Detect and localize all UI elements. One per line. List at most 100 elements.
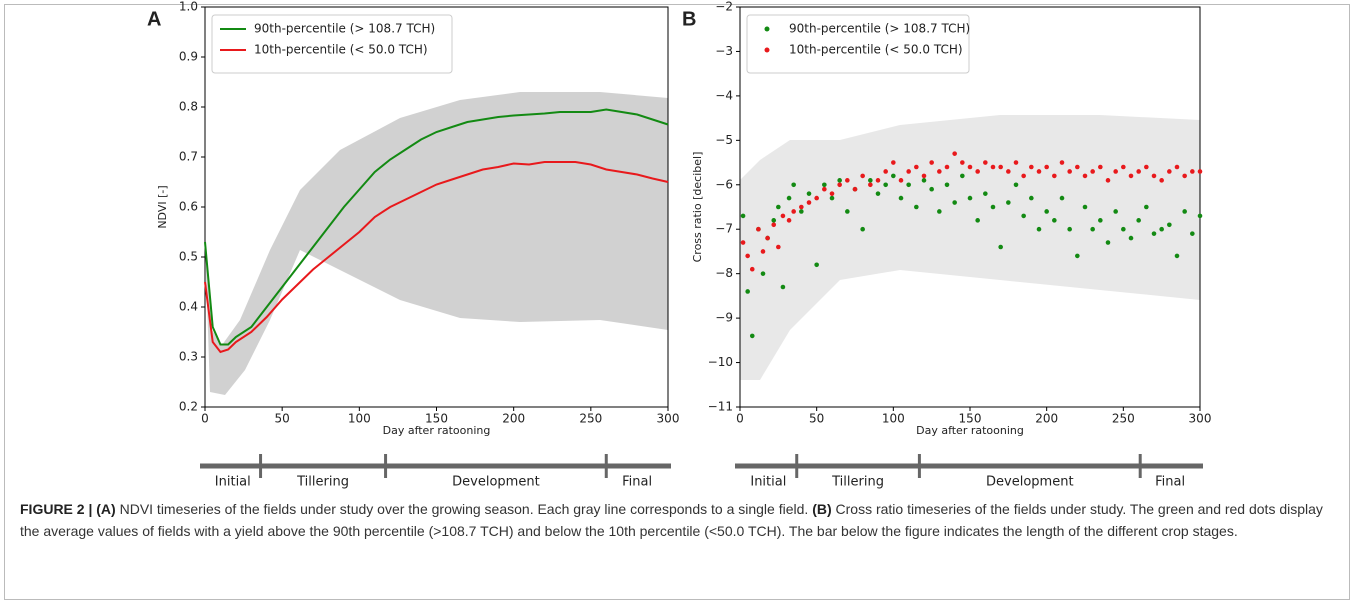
scatter-point [952,151,957,156]
scatter-point [1021,213,1026,219]
plot-frame [204,6,669,408]
scatter-point [814,195,819,201]
scatter-point [1190,169,1195,174]
scatter-point [967,195,973,201]
scatter-point [1021,173,1026,179]
x-tick-label: 200 [1035,412,1058,426]
scatter-point [745,289,750,294]
scatter-point [1059,160,1065,165]
scatter-point [1075,164,1080,170]
y-tick-label: −3 [715,44,733,58]
scatter-point [1006,169,1011,174]
scatter-point [914,164,919,170]
scatter-point [845,178,850,183]
y-tick-label: −5 [715,133,733,147]
scatter-point [990,204,996,210]
y-tick-label: −2 [715,0,733,14]
scatter-point [952,200,957,205]
scatter-point [883,169,888,174]
y-tick-label: −11 [708,400,733,414]
scatter-point [1006,200,1011,205]
scatter-point [837,182,842,188]
scatter-point [1067,169,1072,174]
legend-label: 90th-percentile (> 108.7 TCH) [789,22,970,36]
scatter-point [1128,173,1134,179]
y-tick-label: 0.3 [179,350,198,364]
scatter-point [1144,204,1149,210]
scatter-point [756,226,761,232]
field-lines-background [205,92,668,395]
y-tick-label: 0.6 [179,200,198,214]
scatter-point [875,178,881,183]
scatter-point [906,182,911,188]
scatter-point [960,173,965,179]
scatter-point [1044,209,1049,214]
legend-box [211,14,453,74]
scatter-point [998,244,1003,250]
scatter-point [760,271,766,276]
scatter-point [891,173,896,179]
scatter-point [1013,182,1019,188]
scatter-point [791,209,796,214]
scatter-point [1121,164,1126,170]
x-tick-label: 100 [882,412,905,426]
legend-box [746,14,970,74]
scatter-point [1190,231,1195,236]
scatter-point [944,182,950,188]
scatter-point [860,173,865,179]
scatter-point [1136,218,1141,223]
x-tick-label: 250 [579,412,602,426]
scatter-point [1159,178,1164,183]
x-tick-label: 250 [1112,412,1135,426]
scatter-point [868,182,873,188]
scatter-point [1105,178,1111,183]
scatter-point [1121,226,1126,232]
scatter-point [883,182,888,188]
y-tick-label: −8 [715,266,733,280]
scatter-point [837,178,842,183]
scatter-point [1159,226,1164,232]
scatter-point [1082,204,1088,210]
scatter-point [1075,253,1080,259]
caption-b-text: Cross ratio timeseries of the fields und… [20,501,1323,539]
scatter-point [975,169,980,174]
scatter-point [983,191,988,196]
scatter-point [829,195,835,201]
stage-label: Initial [215,475,251,490]
x-tick-label: 300 [657,412,680,426]
scatter-point [745,253,750,259]
scatter-point [937,169,942,174]
y-tick-label: 0.8 [179,100,198,114]
scatter-point [1167,222,1172,228]
legend-label: 90th-percentile (> 108.7 TCH) [254,22,435,36]
scatter-point [799,209,804,214]
y-tick-label: −6 [715,177,733,191]
scatter-point [780,213,786,219]
scatter-point [960,160,965,165]
scatter-point [860,226,865,232]
scatter-point [1098,164,1103,170]
x-tick-label: 50 [275,412,290,426]
scatter-point [786,195,792,201]
scatter-point [1136,169,1141,174]
x-tick-label: 0 [736,412,744,426]
scatter-point [875,191,881,196]
scatter-point [1182,209,1187,214]
plot-frame [739,6,1201,408]
scatter-point [740,213,746,219]
caption: FIGURE 2 | (A) NDVI timeseries of the fi… [20,498,1335,542]
stage-label: Tillering [831,475,884,490]
series-line [204,108,669,346]
scatter-point [1036,169,1042,174]
caption-figure: FIGURE 2 | [20,501,93,517]
scatter-point [1059,195,1065,201]
scatter-point [1098,218,1103,223]
y-tick-label: −10 [708,355,733,369]
scatter-point [749,333,755,339]
scatter-point [1044,164,1049,170]
x-tick-label: 50 [809,412,824,426]
scatter-point [1013,160,1019,165]
scatter-point [806,191,812,196]
x-axis-label: Day after ratooning [916,424,1024,437]
scatter-point [1029,164,1034,170]
